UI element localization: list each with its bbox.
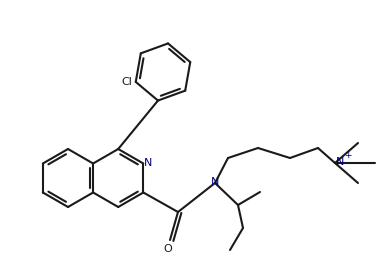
Text: N: N [336, 157, 344, 167]
Text: O: O [164, 244, 172, 254]
Text: +: + [344, 151, 351, 160]
Text: Cl: Cl [122, 77, 133, 87]
Text: N: N [144, 159, 153, 168]
Text: N: N [211, 177, 219, 187]
